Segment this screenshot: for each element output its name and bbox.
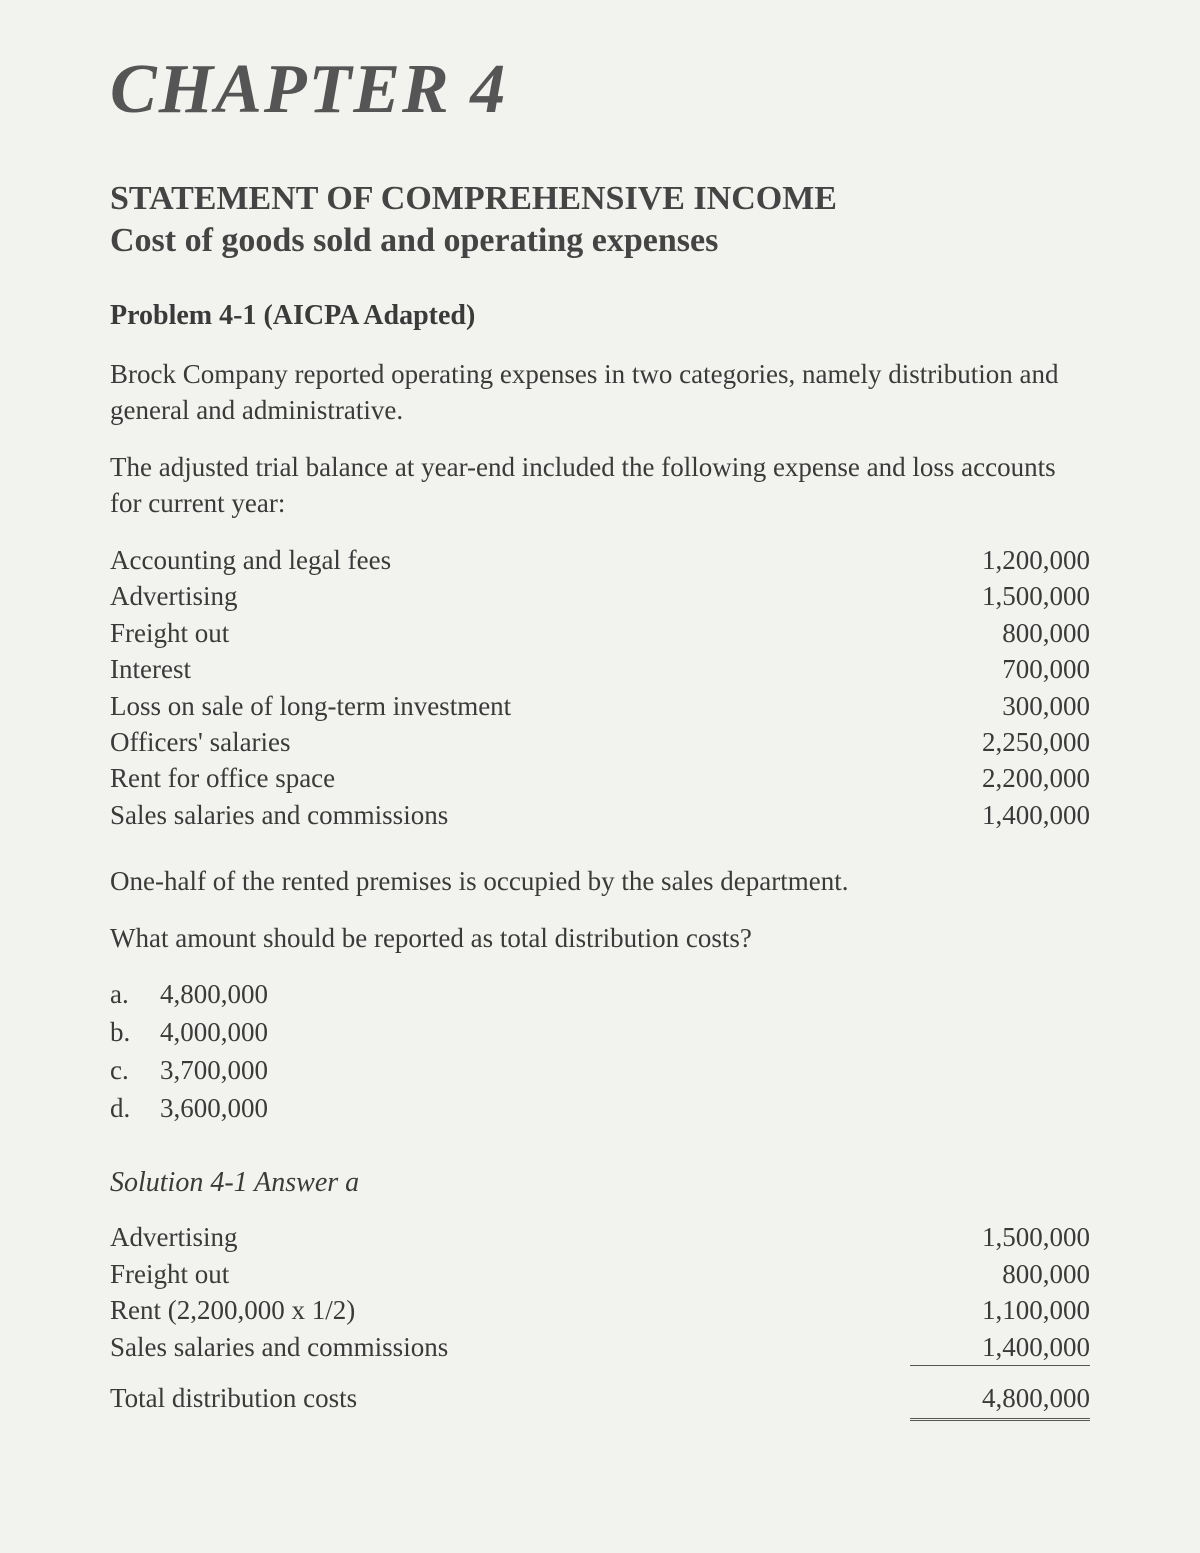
option-value: 3,600,000 xyxy=(160,1090,268,1128)
item-amount: 800,000 xyxy=(910,615,1090,651)
option-letter: c. xyxy=(110,1052,160,1090)
option-value: 4,800,000 xyxy=(160,976,268,1014)
item-amount: 1,200,000 xyxy=(910,542,1090,578)
chapter-heading: CHAPTER 4 xyxy=(110,50,1090,130)
option-value: 3,700,000 xyxy=(160,1052,268,1090)
item-label: Loss on sale of long-term investment xyxy=(110,688,910,724)
answer-options: a. 4,800,000 b. 4,000,000 c. 3,700,000 d… xyxy=(110,976,1090,1127)
list-item: Loss on sale of long-term investment 300… xyxy=(110,688,1090,724)
item-label: Freight out xyxy=(110,1256,910,1292)
total-amount: 4,800,000 xyxy=(910,1380,1090,1420)
option-value: 4,000,000 xyxy=(160,1014,268,1052)
option-letter: d. xyxy=(110,1090,160,1128)
solution-list: Advertising 1,500,000 Freight out 800,00… xyxy=(110,1219,1090,1420)
item-amount: 2,200,000 xyxy=(910,760,1090,796)
section-subtitle: Cost of goods sold and operating expense… xyxy=(110,222,1090,260)
item-label: Accounting and legal fees xyxy=(110,542,910,578)
item-amount: 2,250,000 xyxy=(910,724,1090,760)
option-b: b. 4,000,000 xyxy=(110,1014,1090,1052)
item-amount: 700,000 xyxy=(910,651,1090,687)
item-label: Officers' salaries xyxy=(110,724,910,760)
item-amount: 1,500,000 xyxy=(910,1219,1090,1255)
item-amount: 1,500,000 xyxy=(910,578,1090,614)
item-amount: 1,400,000 xyxy=(910,1329,1090,1366)
item-label: Advertising xyxy=(110,578,910,614)
item-label: Rent (2,200,000 x 1/2) xyxy=(110,1292,910,1328)
section-title: STATEMENT OF COMPREHENSIVE INCOME xyxy=(110,180,1090,218)
problem-heading: Problem 4-1 (AICPA Adapted) xyxy=(110,300,1090,332)
item-label: Sales salaries and commissions xyxy=(110,1329,910,1365)
solution-heading: Solution 4-1 Answer a xyxy=(110,1167,1090,1199)
option-letter: b. xyxy=(110,1014,160,1052)
option-d: d. 3,600,000 xyxy=(110,1090,1090,1128)
list-item: Accounting and legal fees 1,200,000 xyxy=(110,542,1090,578)
item-amount: 800,000 xyxy=(910,1256,1090,1292)
item-amount: 1,100,000 xyxy=(910,1292,1090,1328)
item-amount: 1,400,000 xyxy=(910,797,1090,833)
paragraph-trial-balance: The adjusted trial balance at year-end i… xyxy=(110,449,1090,522)
option-letter: a. xyxy=(110,976,160,1014)
expense-list: Accounting and legal fees 1,200,000 Adve… xyxy=(110,542,1090,834)
list-item: Freight out 800,000 xyxy=(110,1256,1090,1292)
list-item: Sales salaries and commissions 1,400,000 xyxy=(110,797,1090,833)
list-item: Officers' salaries 2,250,000 xyxy=(110,724,1090,760)
list-item: Sales salaries and commissions 1,400,000 xyxy=(110,1329,1090,1366)
item-label: Advertising xyxy=(110,1219,910,1255)
item-amount: 300,000 xyxy=(910,688,1090,724)
total-label: Total distribution costs xyxy=(110,1380,910,1416)
option-c: c. 3,700,000 xyxy=(110,1052,1090,1090)
list-item: Rent for office space 2,200,000 xyxy=(110,760,1090,796)
item-label: Interest xyxy=(110,651,910,687)
item-label: Rent for office space xyxy=(110,760,910,796)
item-label: Sales salaries and commissions xyxy=(110,797,910,833)
document-page: CHAPTER 4 STATEMENT OF COMPREHENSIVE INC… xyxy=(0,0,1200,1511)
list-item: Advertising 1,500,000 xyxy=(110,1219,1090,1255)
solution-total-row: Total distribution costs 4,800,000 xyxy=(110,1380,1090,1420)
list-item: Advertising 1,500,000 xyxy=(110,578,1090,614)
option-a: a. 4,800,000 xyxy=(110,976,1090,1014)
item-label: Freight out xyxy=(110,615,910,651)
paragraph-note: One-half of the rented premises is occup… xyxy=(110,863,1090,899)
paragraph-intro: Brock Company reported operating expense… xyxy=(110,356,1090,429)
list-item: Rent (2,200,000 x 1/2) 1,100,000 xyxy=(110,1292,1090,1328)
question-text: What amount should be reported as total … xyxy=(110,920,1090,956)
list-item: Interest 700,000 xyxy=(110,651,1090,687)
list-item: Freight out 800,000 xyxy=(110,615,1090,651)
